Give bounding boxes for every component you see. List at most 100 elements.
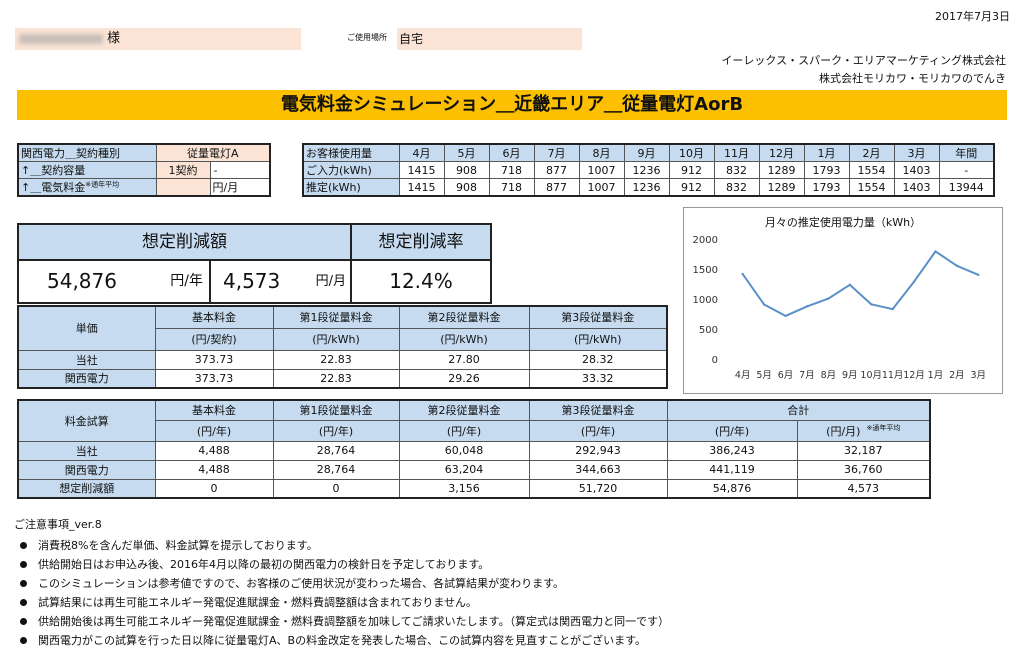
unit-price-col-unit: (円/kWh) xyxy=(398,327,530,351)
data-point xyxy=(934,250,937,253)
estimate-cell: 4,488 xyxy=(154,459,274,480)
usage-cell: 908 xyxy=(443,178,490,197)
estimate-row-label: 関西電力 xyxy=(17,459,156,480)
usage-cell: 908 xyxy=(443,161,490,179)
y-tick-label: 2000 xyxy=(693,235,718,246)
estimate-cell: 51,720 xyxy=(528,478,668,499)
unit-price-col-name: 第3段従量料金 xyxy=(528,305,668,329)
usage-month-header: 4月 xyxy=(398,143,445,162)
series-line xyxy=(741,250,979,317)
unit-price-cell: 22.83 xyxy=(272,349,400,370)
electricity-fee-unit: 円/月 xyxy=(209,178,271,197)
data-point xyxy=(762,303,766,306)
x-tick-label: 7月 xyxy=(799,370,815,381)
contract-capacity-label: ↑＿契約容量 xyxy=(17,161,157,179)
data-point xyxy=(870,303,873,306)
bullet-icon xyxy=(20,561,27,568)
data-point xyxy=(784,314,787,318)
data-point xyxy=(805,305,809,308)
estimate-cell: 60,048 xyxy=(398,440,530,461)
usage-cell: 1793 xyxy=(803,178,850,197)
savings-amount-header: 想定削減額 xyxy=(19,225,352,261)
unit-price-cell: 27.80 xyxy=(398,349,530,370)
unit-price-cell: 22.83 xyxy=(272,368,400,389)
usage-header-label: お客様使用量 xyxy=(302,143,400,162)
bullet-icon xyxy=(20,599,27,606)
bullet-icon xyxy=(20,542,27,549)
estimate-row-ours: 当社 4,488 28,764 60,048 292,943 386,243 3… xyxy=(17,440,931,461)
usage-month-header: 7月 xyxy=(533,143,580,162)
savings-monthly-value: 4,573 xyxy=(223,269,281,293)
estimate-cell: 441,119 xyxy=(666,459,798,480)
estimate-row-header: 料金試算 xyxy=(17,399,156,442)
estimate-cell: 28,764 xyxy=(272,459,400,480)
estimate-cell: 386,243 xyxy=(666,440,798,461)
unit-price-col-name: 第2段従量料金 xyxy=(398,305,530,329)
contract-type-value: 従量電灯A xyxy=(155,143,271,162)
data-point xyxy=(977,273,980,277)
usage-row-label: ご入力(kWh) xyxy=(302,161,400,179)
estimate-row-label: 想定削減額 xyxy=(17,478,156,499)
savings-rate-header: 想定削減率 xyxy=(352,225,490,261)
unit-price-col-unit: (円/kWh) xyxy=(272,327,400,351)
estimate-col-name: 基本料金 xyxy=(154,399,274,421)
electricity-fee-value xyxy=(155,178,211,197)
usage-cell: 1236 xyxy=(623,178,670,197)
x-tick-label: 5月 xyxy=(756,370,772,381)
note-item: 関西電力がこの試算を行った日以降に従量電灯A、Bの料金改定を発表した場合、この試… xyxy=(14,631,669,650)
unit-price-table: 単価 基本料金 第1段従量料金 第2段従量料金 第3段従量料金 (円/契約) (… xyxy=(17,305,668,389)
usage-cell: 1289 xyxy=(758,161,805,179)
y-tick-label: 1000 xyxy=(693,295,718,306)
usage-month-header: 2月 xyxy=(848,143,895,162)
estimate-cell: 4,488 xyxy=(154,440,274,461)
average-note: ※通年平均 xyxy=(866,423,901,432)
note-item: 消費税8%を含んだ単価、料金試算を提示しております。 xyxy=(14,536,669,555)
usage-cell: 1236 xyxy=(623,161,670,179)
unit-price-cell: 373.73 xyxy=(154,368,274,389)
bullet-icon xyxy=(20,618,27,625)
customer-name-box: 様 xyxy=(15,28,301,50)
x-tick-label: 10月 xyxy=(860,370,882,381)
data-point xyxy=(741,272,744,276)
contract-table: 関西電力＿契約種別 従量電灯A ↑＿契約容量 1契約 - ↑＿電気料金※通年平均… xyxy=(17,143,271,197)
usage-month-header: 11月 xyxy=(713,143,760,162)
estimate-col-name: 第1段従量料金 xyxy=(272,399,400,421)
savings-yearly-value: 54,876 xyxy=(47,269,117,293)
estimate-row-kansai: 関西電力 4,488 28,764 63,204 344,663 441,119… xyxy=(17,459,931,480)
estimate-cell: 3,156 xyxy=(398,478,530,499)
bullet-icon xyxy=(20,637,27,644)
usage-cell: 718 xyxy=(488,178,535,197)
usage-cell: 1554 xyxy=(848,161,895,179)
x-tick-label: 6月 xyxy=(778,370,794,381)
savings-rate-value: 12.4% xyxy=(389,269,453,293)
chart-svg: 2000 1500 1000 500 0 4月 5月 6月 7月 8月 9月 10月 11月 12月 1月 2… xyxy=(693,235,987,381)
usage-cell: 832 xyxy=(713,161,760,179)
estimate-col-unit: (円/年) xyxy=(154,419,274,442)
fee-estimate-table: 料金試算 基本料金 第1段従量料金 第2段従量料金 第3段従量料金 合計 (円/… xyxy=(17,399,931,499)
savings-yearly-unit: 円/年 xyxy=(170,273,203,289)
estimate-col-unit: (円/年) xyxy=(528,419,668,442)
note-item: このシミュレーションは参考値ですので、お客様のご使用状況が変わった場合、各試算結… xyxy=(14,574,669,593)
usage-cell: 877 xyxy=(533,178,580,197)
data-point xyxy=(912,280,916,283)
usage-cell: 1403 xyxy=(893,161,940,179)
average-note: ※通年平均 xyxy=(85,180,120,189)
unit-price-row-ours: 当社 373.73 22.83 27.80 28.32 xyxy=(17,349,668,370)
unit-price-row-kansai: 関西電力 373.73 22.83 29.26 33.32 xyxy=(17,368,668,389)
estimate-cell: 36,760 xyxy=(796,459,931,480)
place-label: ご使用場所 xyxy=(347,33,387,42)
unit-price-row-label: 関西電力 xyxy=(17,368,156,389)
y-tick-label: 1500 xyxy=(693,265,718,276)
savings-monthly-unit: 円/月 xyxy=(315,274,346,289)
estimate-row-savings: 想定削減額 0 0 3,156 51,720 54,876 4,573 xyxy=(17,478,931,499)
estimate-cell: 0 xyxy=(272,478,400,499)
usage-cell: 1415 xyxy=(398,178,445,197)
estimate-cell: 0 xyxy=(154,478,274,499)
usage-month-header: 12月 xyxy=(758,143,805,162)
estimate-cell: 32,187 xyxy=(796,440,931,461)
note-item: 供給開始日はお申込み後、2016年4月以降の最初の関西電力の検針日を予定しており… xyxy=(14,555,669,574)
estimate-col-unit: (円/年) xyxy=(398,419,530,442)
x-tick-label: 8月 xyxy=(821,370,837,381)
unit-price-row-header: 単価 xyxy=(17,305,156,351)
x-tick-label: 1月 xyxy=(928,370,944,381)
